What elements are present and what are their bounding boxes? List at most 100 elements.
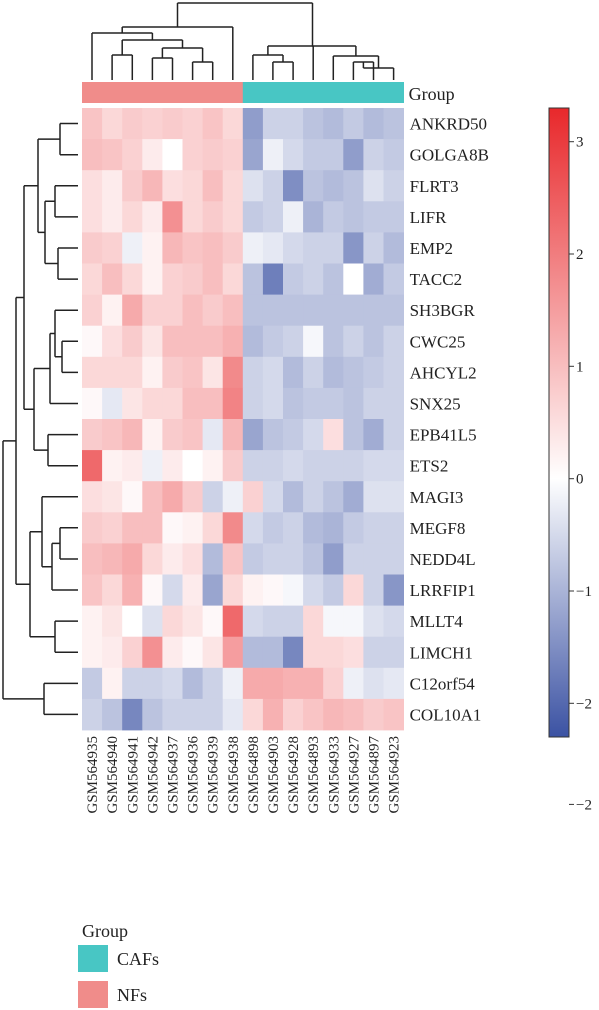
heatmap-cell [222, 667, 244, 700]
heatmap-cell [202, 325, 224, 358]
heatmap-cell [202, 419, 224, 451]
heatmap-cell [383, 636, 404, 669]
sample-label: GSM564937 [166, 736, 182, 814]
heatmap-cell [142, 636, 163, 669]
heatmap-cell [363, 481, 384, 513]
gene-label: MEGF8 [410, 519, 466, 538]
sample-label: GSM564938 [226, 736, 242, 814]
heatmap-cell [383, 139, 404, 171]
heatmap-cell [323, 512, 344, 544]
heatmap-cell [283, 325, 304, 358]
heatmap-cell [363, 698, 384, 731]
heatmap-cell [383, 419, 404, 451]
heatmap-cell [82, 387, 103, 420]
heatmap-cell [82, 419, 103, 451]
heatmap-cell [363, 667, 384, 700]
heatmap-cell [242, 108, 264, 140]
heatmap-cell [262, 387, 284, 420]
heatmap-cell [182, 263, 203, 295]
heatmap-cell [142, 698, 163, 731]
gene-label: GOLGA8B [410, 146, 489, 165]
heatmap-cell [242, 325, 264, 358]
group-legend: CAFs NFs [78, 945, 159, 1008]
heatmap-cell [222, 232, 244, 264]
dendrogram-branch [111, 54, 134, 80]
heatmap-cell [262, 170, 284, 202]
heatmap-cell [343, 108, 364, 140]
heatmap-cell [142, 543, 163, 575]
heatmap-cell [182, 574, 203, 606]
heatmap-cell [262, 574, 284, 606]
gene-label: COL10A1 [410, 705, 482, 724]
heatmap-cell [182, 325, 203, 358]
heatmap-cell [102, 636, 123, 669]
heatmap-cell [363, 450, 384, 482]
heatmap-cell [383, 356, 404, 389]
heatmap-cell [82, 201, 103, 233]
gene-label: MLLT4 [410, 612, 464, 631]
dendrogram-branch [176, 2, 314, 46]
colorbar-tick-label: 3 [576, 135, 584, 151]
gene-label: SH3BGR [410, 301, 476, 320]
heatmap-cell [82, 325, 103, 358]
heatmap-cell [303, 698, 324, 731]
heatmap-cell [202, 481, 224, 513]
heatmap-cell [182, 419, 203, 451]
heatmap-cell [262, 667, 284, 700]
heatmap-cell [262, 356, 284, 389]
legend-label: CAFs [117, 949, 159, 969]
heatmap-cell [363, 263, 384, 295]
heatmap-cell [102, 232, 123, 264]
heatmap-cell [182, 543, 203, 575]
heatmap-cell [323, 139, 344, 171]
colorbar-tick-label: 0 [576, 472, 584, 488]
heatmap-cell [283, 450, 304, 482]
heatmap-cell [242, 263, 264, 295]
sample-label: GSM564940 [105, 736, 121, 814]
heatmap-cell [303, 170, 324, 202]
heatmap-cell [363, 325, 384, 358]
heatmap-cell [102, 387, 123, 420]
heatmap-cell [242, 356, 264, 389]
heatmap-cell [283, 512, 304, 544]
heatmap-cell [262, 294, 284, 327]
annotation-cell [283, 82, 304, 103]
heatmap-cell [323, 698, 344, 731]
heatmap-cell [262, 419, 284, 451]
colorbar-ticks: 3 2 1 0 −1 −2 −2 [569, 135, 592, 813]
heatmap-cell [323, 232, 344, 264]
heatmap-cell [242, 450, 264, 482]
heatmap-cell [303, 667, 324, 700]
heatmap-cell [262, 139, 284, 171]
heatmap-cell [142, 232, 163, 264]
heatmap-cell [142, 387, 163, 420]
heatmap-cell [222, 387, 244, 420]
heatmap-cell [383, 108, 404, 140]
heatmap-cell [142, 481, 163, 513]
heatmap-cell [303, 450, 324, 482]
heatmap-cell [82, 450, 103, 482]
heatmap-cell [122, 387, 143, 420]
colorbar-tick-label: −2 [576, 797, 592, 813]
heatmap-cell [82, 356, 103, 389]
heatmap-cell [343, 574, 364, 606]
heatmap-cell [303, 232, 324, 264]
heatmap-cell [162, 294, 183, 327]
heatmap-cell [162, 419, 183, 451]
heatmap-cell [222, 201, 244, 233]
heatmap-cell [283, 667, 304, 700]
heatmap-cell [102, 698, 123, 731]
heatmap-cell [222, 419, 244, 451]
dendrogram-branch [272, 61, 294, 80]
dendrogram-branch [54, 185, 78, 218]
gene-label: NEDD4L [410, 550, 476, 569]
heatmap-cell [283, 698, 304, 731]
heatmap-cell [162, 667, 183, 700]
heatmap-cell [283, 356, 304, 389]
colorbar-tick-label: 2 [576, 247, 584, 263]
heatmap-cell [343, 419, 364, 451]
gene-label: EPB41L5 [410, 426, 477, 445]
heatmap-cell [242, 201, 264, 233]
heatmap-cell [303, 605, 324, 638]
